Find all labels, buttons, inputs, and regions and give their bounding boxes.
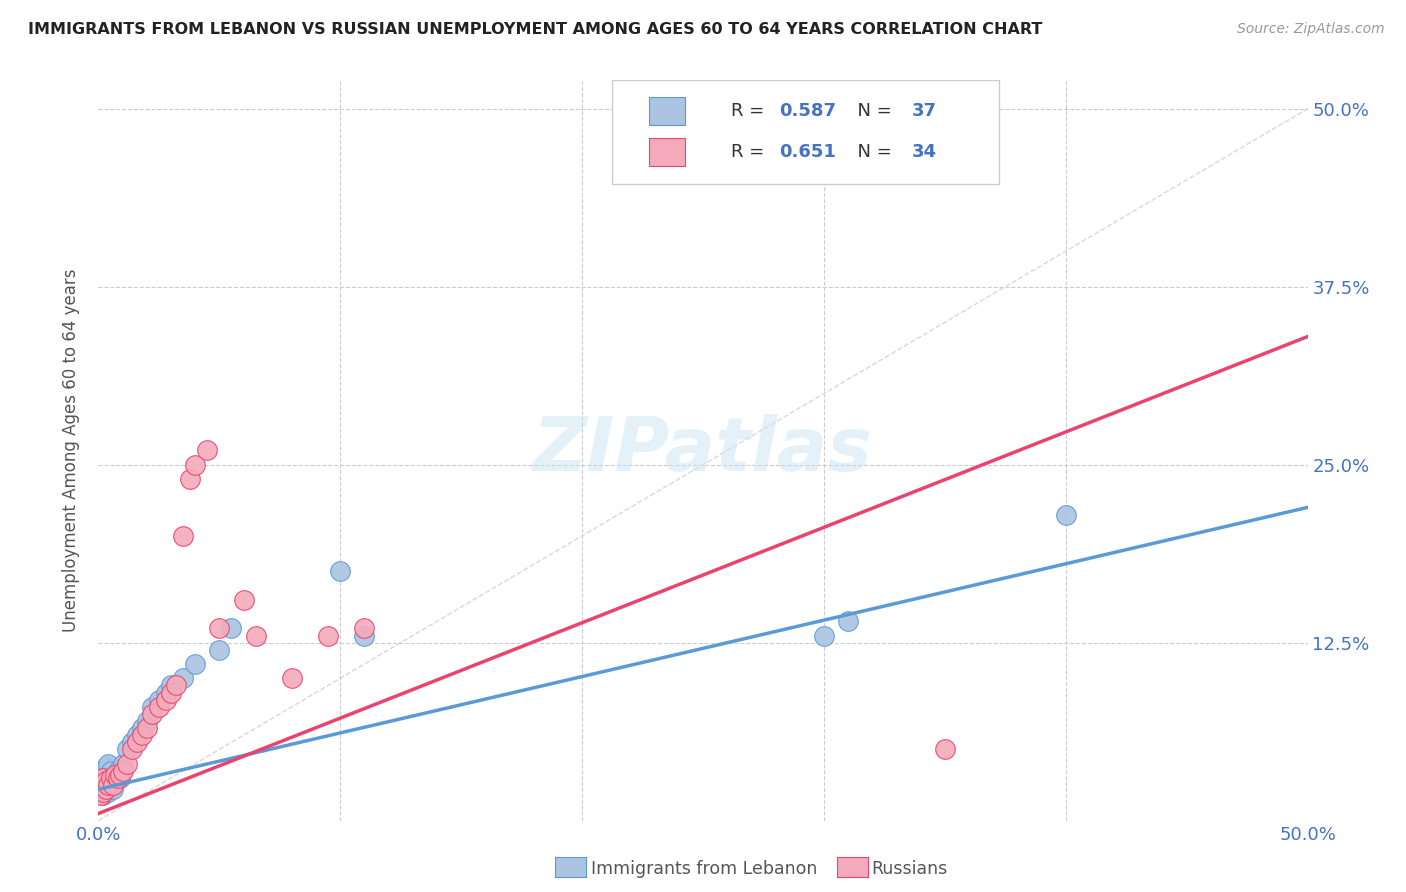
Point (91, 771, 114, 785)
Point (232, 593, 254, 607)
Point (127, 728, 149, 742)
Text: 37: 37 (912, 102, 938, 120)
Text: 0.651: 0.651 (779, 143, 837, 161)
Point (107, 764, 129, 778)
Text: Immigrants from Lebanon: Immigrants from Lebanon (591, 860, 817, 878)
Point (131, 721, 153, 735)
Point (353, 622, 375, 636)
Point (97, 785, 120, 799)
FancyBboxPatch shape (648, 97, 685, 125)
Point (934, 742, 956, 756)
Point (97, 778, 120, 792)
Point (108, 768, 131, 782)
Point (837, 615, 859, 629)
Point (97, 773, 120, 788)
Point (179, 472, 201, 486)
Point (148, 692, 170, 706)
FancyBboxPatch shape (613, 80, 1000, 184)
Text: Russians: Russians (872, 860, 948, 878)
Point (91, 778, 114, 792)
Point (101, 778, 124, 792)
Point (316, 628, 339, 642)
Point (90, 788, 112, 802)
Text: IMMIGRANTS FROM LEBANON VS RUSSIAN UNEMPLOYMENT AMONG AGES 60 TO 64 YEARS CORREL: IMMIGRANTS FROM LEBANON VS RUSSIAN UNEMP… (28, 22, 1042, 37)
Text: R =: R = (731, 143, 770, 161)
Text: Source: ZipAtlas.com: Source: ZipAtlas.com (1237, 22, 1385, 37)
Point (121, 742, 143, 756)
Point (160, 685, 183, 699)
Point (208, 622, 231, 636)
FancyBboxPatch shape (648, 137, 685, 166)
Point (94, 759, 117, 773)
Point (121, 735, 143, 749)
Point (172, 671, 194, 685)
Point (155, 685, 177, 699)
Point (101, 782, 124, 797)
Point (184, 458, 207, 472)
Point (208, 642, 231, 657)
Point (94, 771, 117, 785)
Point (221, 622, 243, 636)
Text: R =: R = (731, 102, 770, 120)
Point (141, 706, 163, 721)
Point (160, 678, 183, 692)
Point (91, 785, 114, 799)
Point (127, 735, 149, 749)
Point (111, 756, 134, 771)
Point (100, 764, 122, 778)
Text: 34: 34 (912, 143, 938, 161)
Point (195, 443, 218, 458)
Point (108, 771, 131, 785)
Point (100, 778, 122, 792)
Point (813, 628, 835, 642)
Point (117, 756, 139, 771)
Point (1054, 508, 1077, 522)
Point (135, 721, 157, 735)
Point (135, 714, 157, 728)
Point (97, 756, 120, 771)
Text: N =: N = (845, 102, 897, 120)
Point (353, 628, 375, 642)
Point (104, 773, 127, 788)
Point (94, 782, 117, 797)
Point (245, 628, 267, 642)
Point (141, 699, 163, 714)
Point (91, 768, 114, 782)
Point (184, 657, 207, 671)
Point (117, 742, 139, 756)
Point (111, 764, 134, 778)
Point (90, 778, 112, 792)
Point (90, 773, 112, 788)
Point (148, 699, 170, 714)
Text: ZIPatlas: ZIPatlas (533, 414, 873, 487)
Point (94, 782, 117, 797)
Point (101, 771, 124, 785)
Point (131, 728, 153, 742)
Point (107, 771, 129, 785)
Point (165, 678, 187, 692)
Point (91, 788, 114, 802)
Point (281, 671, 304, 685)
Text: 0.587: 0.587 (779, 102, 837, 120)
Point (155, 692, 177, 706)
Point (94, 773, 117, 788)
Point (100, 771, 122, 785)
Text: N =: N = (845, 143, 897, 161)
Point (172, 529, 194, 543)
Y-axis label: Unemployment Among Ages 60 to 64 years: Unemployment Among Ages 60 to 64 years (62, 268, 80, 632)
Point (104, 768, 127, 782)
Point (329, 565, 352, 579)
Point (90, 785, 112, 799)
